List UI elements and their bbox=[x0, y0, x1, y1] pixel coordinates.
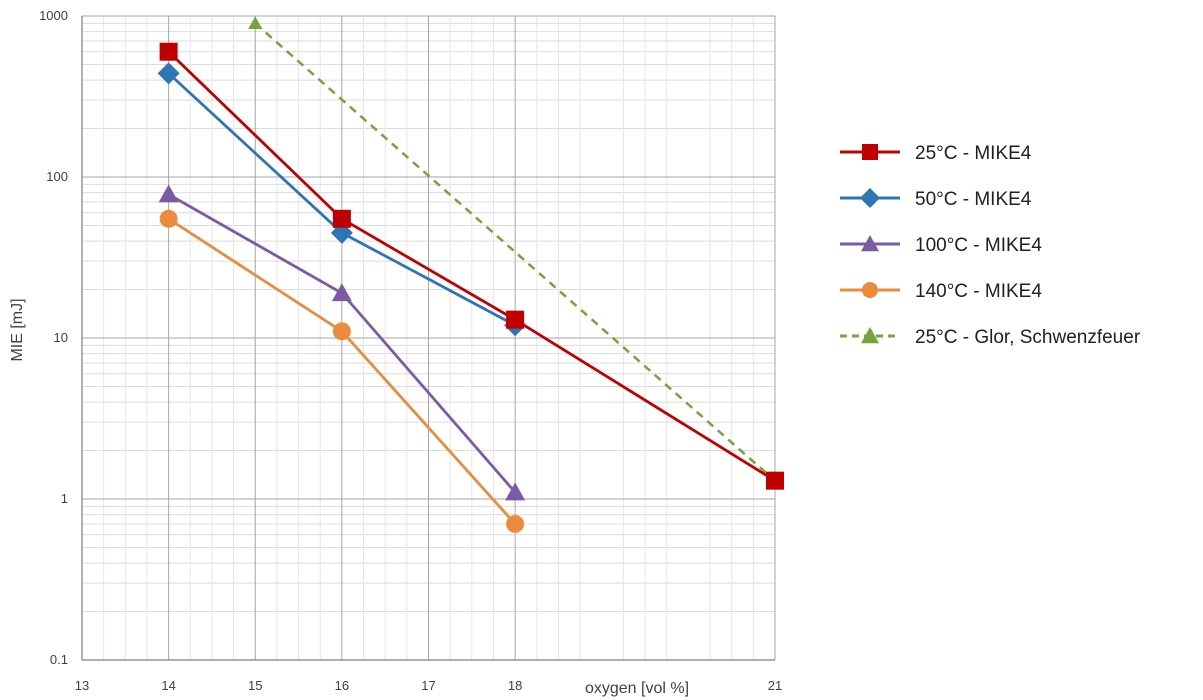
legend-swatch-marker bbox=[862, 144, 878, 160]
legend-swatch-marker bbox=[861, 327, 879, 344]
data-point bbox=[332, 322, 351, 341]
series-4 bbox=[159, 209, 525, 533]
data-point bbox=[158, 184, 179, 203]
series-line bbox=[254, 22, 776, 482]
x-tick-label: 15 bbox=[248, 678, 262, 693]
series-3 bbox=[158, 184, 526, 501]
legend-item-2: 50°C - MIKE4 bbox=[840, 188, 1032, 210]
legend-item-4: 140°C - MIKE4 bbox=[840, 281, 1042, 302]
legend-label: 25°C - MIKE4 bbox=[915, 143, 1032, 164]
data-point bbox=[159, 209, 178, 228]
y-tick-label: 100 bbox=[46, 169, 68, 184]
data-point bbox=[331, 283, 352, 302]
legend-item-5: 25°C - Glor, Schwenzfeuer bbox=[840, 327, 1141, 348]
legend-label: 140°C - MIKE4 bbox=[915, 281, 1042, 302]
legend-swatch-marker bbox=[860, 188, 880, 208]
legend: 25°C - MIKE4 50°C - MIKE4 100°C - MIKE4 140… bbox=[840, 143, 1141, 348]
data-point bbox=[159, 42, 178, 61]
legend-label: 100°C - MIKE4 bbox=[915, 235, 1042, 256]
x-tick-labels: 13 14 15 16 17 18 21 bbox=[75, 678, 782, 693]
x-tick-label: 16 bbox=[335, 678, 349, 693]
x-tick-label: 14 bbox=[161, 678, 175, 693]
data-point bbox=[766, 471, 784, 490]
data-point bbox=[332, 209, 351, 228]
legend-swatch-marker bbox=[862, 282, 878, 298]
y-tick-labels: 0.1 1 10 100 1000 bbox=[39, 8, 68, 667]
legend-label: 25°C - Glor, Schwenzfeuer bbox=[915, 327, 1141, 348]
y-tick-label: 10 bbox=[54, 330, 68, 345]
data-point bbox=[506, 310, 525, 329]
plot-axes bbox=[81, 16, 775, 661]
data-point bbox=[506, 514, 525, 533]
legend-swatch-marker bbox=[861, 235, 879, 252]
y-tick-label: 1000 bbox=[39, 8, 68, 23]
legend-label: 50°C - MIKE4 bbox=[915, 189, 1032, 210]
y-tick-label: 0.1 bbox=[50, 652, 68, 667]
x-tick-label: 13 bbox=[75, 678, 89, 693]
x-tick-label: 17 bbox=[421, 678, 435, 693]
series-layer bbox=[157, 16, 784, 533]
x-tick-label: 21 bbox=[768, 678, 782, 693]
data-point bbox=[157, 62, 180, 85]
legend-item-1: 25°C - MIKE4 bbox=[840, 143, 1032, 164]
series-1 bbox=[159, 42, 784, 490]
x-tick-label: 18 bbox=[508, 678, 522, 693]
series-line bbox=[167, 50, 776, 482]
data-point bbox=[505, 482, 526, 501]
y-tick-label: 1 bbox=[61, 491, 68, 506]
legend-item-3: 100°C - MIKE4 bbox=[840, 235, 1042, 256]
x-axis-title: oxygen [vol %] bbox=[585, 680, 689, 697]
y-axis-title: MIE [mJ] bbox=[9, 298, 26, 361]
data-point bbox=[248, 16, 263, 29]
